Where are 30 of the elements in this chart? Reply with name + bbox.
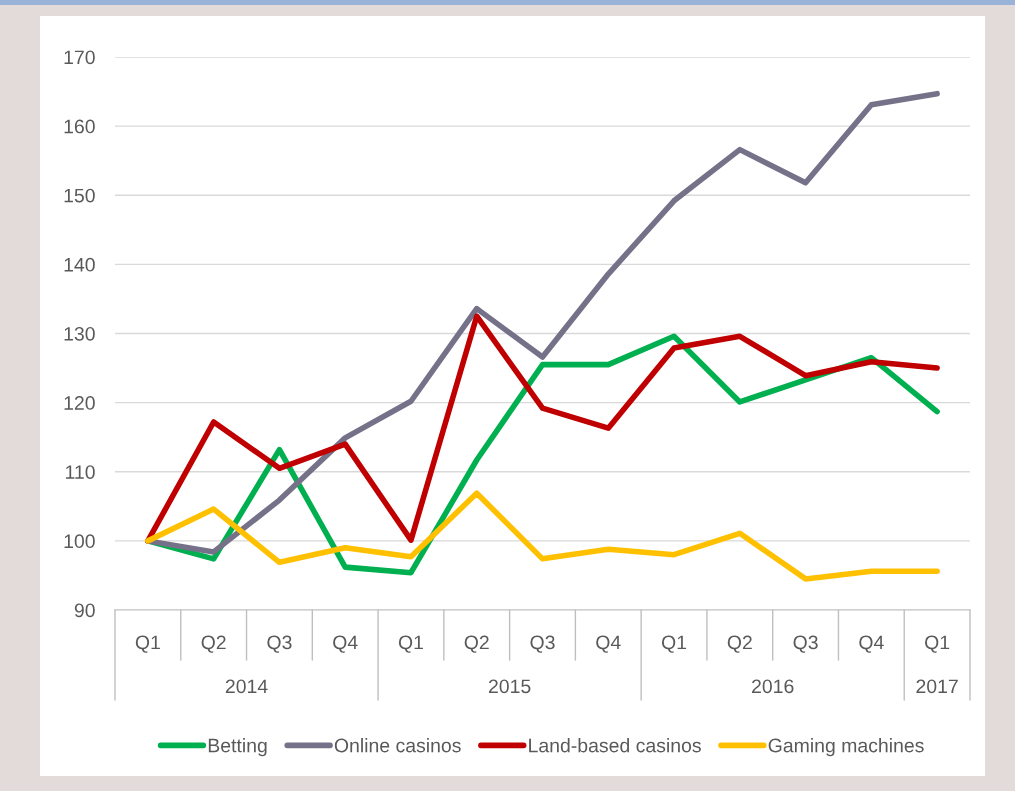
x-tick-label: Q1	[661, 635, 687, 653]
text: 2015	[488, 679, 531, 694]
x-tick-label: Q1	[398, 635, 423, 653]
x-tick-label: Q4	[596, 635, 621, 653]
x-tick-label: Q3	[530, 635, 555, 653]
y-tick-label: 90	[74, 603, 95, 618]
x-tick-label: Q3	[267, 635, 292, 653]
x-tick-label: Q2	[464, 635, 489, 653]
x-tick-label: Q2	[201, 635, 226, 653]
x-tick-label: Q4	[333, 635, 358, 653]
x-tick-label: Q3	[793, 635, 818, 653]
y-tick-label: 150	[64, 188, 95, 203]
legend-label: Betting	[208, 738, 267, 757]
text: 2014	[225, 679, 268, 694]
legend-label: Online casinos	[334, 738, 461, 753]
text: 2017	[916, 679, 958, 694]
y-tick-label: 120	[64, 396, 95, 410]
y-tick-label: 130	[64, 326, 95, 341]
x-tick-label: Q4	[859, 635, 884, 653]
legend-label: Gaming machines	[768, 738, 924, 757]
y-tick-label: 170	[64, 50, 95, 65]
x-tick-label: Q1	[925, 635, 950, 653]
y-tick-label: 160	[64, 119, 95, 134]
y-tick-label: 100	[64, 534, 95, 549]
text: 2016	[752, 679, 794, 694]
x-tick-label: Q1	[135, 635, 160, 653]
y-tick-label: 110	[66, 465, 95, 479]
x-tick-label: Q2	[727, 635, 752, 653]
y-tick-label: 140	[64, 257, 95, 272]
legend-label: Land-based casinos	[529, 738, 701, 753]
